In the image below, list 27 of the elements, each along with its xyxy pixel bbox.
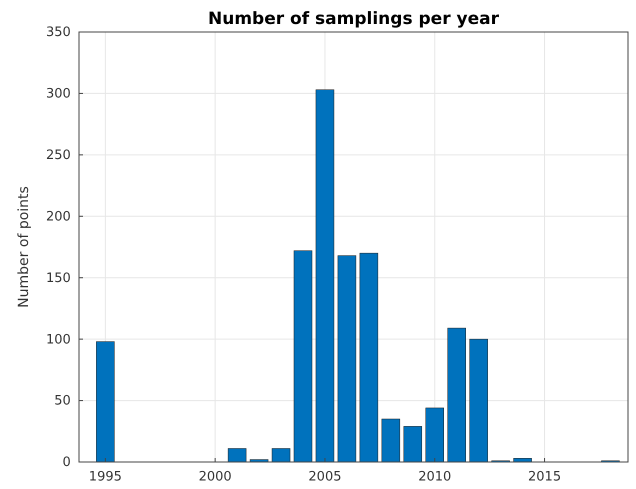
y-axis-title: Number of points <box>16 186 32 308</box>
y-tick-label: 150 <box>46 270 71 286</box>
bar <box>228 448 246 462</box>
chart-title: Number of samplings per year <box>208 9 500 29</box>
bar <box>338 255 356 462</box>
bar <box>426 408 444 462</box>
y-tick-label: 100 <box>46 332 71 348</box>
bar <box>360 252 378 462</box>
y-tick-label: 250 <box>46 148 71 164</box>
x-tick-label: 2000 <box>198 470 232 485</box>
x-tick-label: 2015 <box>528 470 562 485</box>
y-tick-label: 200 <box>46 209 71 224</box>
y-tick-label: 350 <box>46 25 71 40</box>
bar <box>272 448 290 462</box>
x-tick-label: 2005 <box>308 470 342 485</box>
bar <box>316 89 334 462</box>
bar <box>469 338 488 462</box>
bar <box>447 328 466 462</box>
bar <box>404 426 422 462</box>
y-tick-label: 300 <box>46 86 71 102</box>
bar <box>382 418 400 462</box>
x-tick-label: 2010 <box>418 470 452 485</box>
y-tick-label: 0 <box>62 455 71 470</box>
y-tick-label: 50 <box>54 394 71 409</box>
bar <box>294 250 312 462</box>
bar <box>96 341 115 462</box>
x-tick-label: 1995 <box>88 470 122 485</box>
